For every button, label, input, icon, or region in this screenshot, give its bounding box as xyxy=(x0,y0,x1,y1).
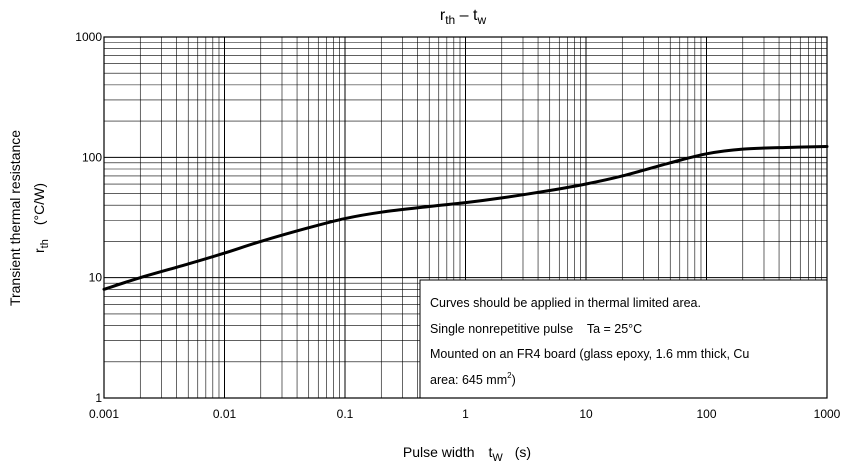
annotation-line-4: area: 645 mm2) xyxy=(430,371,516,387)
chart-title: rth – tw xyxy=(440,7,487,27)
x-tick-label: 100 xyxy=(696,407,716,421)
x-tick-labels: 0.001 0.01 0.1 1 10 100 1000 xyxy=(89,407,841,421)
y-tick-label: 10 xyxy=(89,271,103,285)
x-tick-label: 0.01 xyxy=(213,407,237,421)
series-line-0 xyxy=(102,145,829,291)
y-tick-labels: 1 10 100 1000 xyxy=(75,30,102,405)
annotation-line-2: Single nonrepetitive pulse Ta = 25°C xyxy=(430,322,642,336)
x-tick-label: 1000 xyxy=(814,407,841,421)
y-axis-title: Transient thermal resistance rth(°C/W) xyxy=(7,130,51,306)
y-tick-label: 1000 xyxy=(75,30,102,44)
y-tick-label: 1 xyxy=(95,391,102,405)
x-tick-label: 10 xyxy=(579,407,593,421)
x-axis-title: Pulse width tW (s) xyxy=(403,444,531,464)
series-group xyxy=(102,145,829,291)
y-axis-title-line1: Transient thermal resistance xyxy=(7,130,23,306)
y-axis-title-line2: rth(°C/W) xyxy=(31,183,51,253)
y-tick-label: 100 xyxy=(82,150,102,164)
annotation-line-3: Mounted on an FR4 board (glass epoxy, 1.… xyxy=(430,347,749,361)
x-tick-label: 1 xyxy=(462,407,469,421)
plot-frame xyxy=(103,36,828,399)
x-tick-label: 0.1 xyxy=(337,407,354,421)
x-tick-label: 0.001 xyxy=(89,407,119,421)
annotation-line-1: Curves should be applied in thermal limi… xyxy=(430,296,701,310)
